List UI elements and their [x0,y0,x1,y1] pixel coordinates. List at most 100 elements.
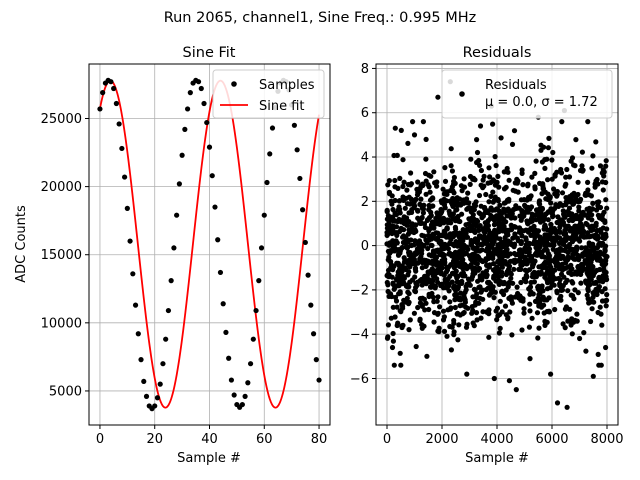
residual-point [592,245,598,251]
residual-point [542,224,549,230]
residual-point [557,255,564,261]
residual-point [589,165,595,171]
sine-fit-curve [99,79,320,409]
sine-sample-point [122,174,128,180]
residual-point [412,274,418,280]
residual-point [501,186,508,192]
residual-point [543,265,549,271]
sine-x-tick-label: 60 [256,432,273,447]
residual-point [391,263,397,269]
residual-point [596,275,602,281]
residual-point [395,252,402,258]
residual-point [559,266,565,272]
residual-point [385,182,391,188]
residual-point [518,266,524,272]
residual-point [470,176,476,182]
residual-point [555,203,562,209]
residual-point [509,332,515,338]
sine-y-tick-label: 10000 [41,316,82,331]
residual-point [506,198,512,204]
residual-point [451,256,457,262]
sine-sample-point [100,90,106,96]
residual-point [419,265,425,271]
residual-point [474,218,480,224]
residual-point [549,270,556,276]
residual-point [596,199,602,205]
residual-point [440,245,446,251]
residual-point [583,348,589,354]
residual-point [384,335,391,341]
residual-point [417,300,423,306]
residual-point [385,267,392,273]
residual-point [529,215,535,221]
sine-sample-point [267,151,273,157]
residual-point [419,295,426,301]
residual-point [438,281,444,288]
residual-point [501,169,507,175]
residual-point [493,162,499,169]
residual-point [423,237,429,243]
residual-point [560,208,566,214]
residual-point [531,269,537,275]
residual-point [470,307,476,314]
residual-point [599,170,605,176]
residual-point [454,195,460,201]
residual-outlier-point [554,400,561,406]
residual-point [486,243,492,249]
residual-point [507,258,513,264]
residual-point [480,270,486,276]
residual-point [554,219,560,226]
residual-point [401,275,407,281]
residual-point [387,250,393,256]
residual-point [488,193,494,199]
residual-point [504,165,510,172]
residuals-title: Residuals [463,45,532,61]
residual-point [447,299,453,305]
residual-point [542,259,548,265]
residual-point [426,306,432,313]
residual-point [579,149,586,155]
residual-point [534,310,541,316]
residual-point [476,192,483,199]
residual-point [568,322,574,328]
residual-point [498,211,504,217]
residual-point [604,226,610,232]
residual-point [441,328,448,334]
sine-sample-point [97,106,103,112]
residual-point [451,317,457,324]
residuals-x-tick-label: 0 [383,432,391,447]
sine-sample-point [305,272,311,278]
residual-point [589,212,595,218]
residual-point [394,304,400,310]
residual-point [596,242,602,248]
residual-point [486,165,492,171]
residual-point [510,187,516,193]
residual-point [405,237,411,243]
residual-point [590,233,596,239]
residual-point [563,174,569,180]
residual-point [406,249,412,256]
residual-point [603,158,609,164]
residual-point [476,210,482,216]
residual-point [411,242,417,248]
residual-point [523,247,529,253]
residual-point [575,179,581,185]
residual-point [440,317,447,323]
residual-outlier-point [564,404,570,410]
sine-sample-point [160,361,166,367]
residual-point [494,270,500,276]
residual-point [497,261,503,267]
residuals-x-tick-label: 4000 [480,432,513,447]
residual-point [590,153,596,159]
residual-point [501,200,507,206]
residual-point [398,246,404,252]
residual-point [463,304,469,310]
residual-point [553,249,559,255]
residual-point [447,240,453,246]
residual-point [452,297,458,303]
residual-point [564,166,570,173]
residual-point [594,227,600,234]
residual-point [458,297,464,303]
residual-point [390,304,396,310]
sine-sample-point [258,245,265,251]
